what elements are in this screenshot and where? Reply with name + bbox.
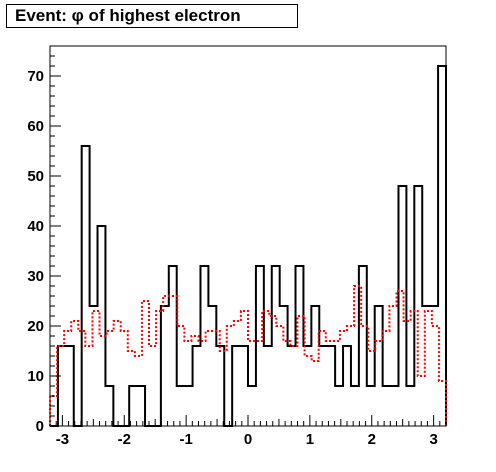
x-tick-label: 1 — [306, 431, 314, 448]
y-tick-label: 30 — [27, 268, 44, 285]
y-tick-label: 0 — [36, 418, 44, 435]
histogram-series-dotted — [49, 285, 447, 426]
x-tick-label: 2 — [368, 431, 376, 448]
x-axis: -3 -2 -1 0 1 2 3 — [49, 415, 447, 448]
x-tick-label: -2 — [118, 431, 131, 448]
x-tick-label: -3 — [56, 431, 69, 448]
y-tick-label: 50 — [27, 168, 44, 185]
series-layer — [49, 65, 447, 427]
chart-title: Event: φ of highest electron — [15, 6, 241, 25]
histogram-series-solid — [50, 65, 447, 427]
x-tick-label: -1 — [179, 431, 192, 448]
y-tick-label: 70 — [27, 68, 44, 85]
y-tick-label: 10 — [27, 368, 44, 385]
x-tick-label: 0 — [244, 431, 252, 448]
x-tick-label: 3 — [429, 431, 437, 448]
y-tick-label: 40 — [27, 218, 44, 235]
y-tick-label: 60 — [27, 118, 44, 135]
y-axis: 0 10 20 30 40 50 60 70 — [27, 45, 61, 435]
y-tick-label: 20 — [27, 318, 44, 335]
chart-title-box: Event: φ of highest electron — [6, 4, 298, 28]
